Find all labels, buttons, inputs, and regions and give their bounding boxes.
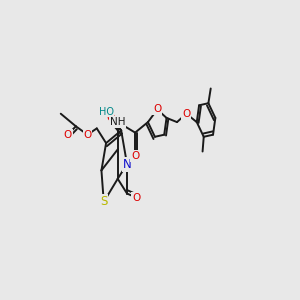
Text: N: N	[123, 158, 131, 171]
Text: S: S	[100, 195, 107, 208]
Text: O: O	[131, 151, 139, 161]
Text: O: O	[83, 130, 92, 140]
Text: O: O	[64, 130, 72, 140]
Text: O: O	[132, 193, 140, 203]
Text: O: O	[153, 104, 161, 115]
Text: O: O	[106, 113, 115, 123]
Text: NH: NH	[110, 117, 125, 127]
Text: HO: HO	[99, 106, 114, 117]
Text: O: O	[182, 109, 190, 119]
